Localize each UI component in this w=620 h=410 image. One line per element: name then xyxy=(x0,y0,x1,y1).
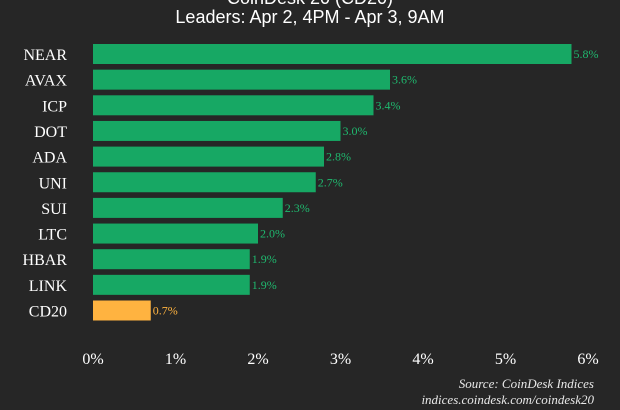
x-tick-label: 6% xyxy=(577,351,598,368)
value-label: 5.8% xyxy=(574,47,599,61)
bar xyxy=(93,44,572,64)
value-label: 1.9% xyxy=(252,252,277,266)
x-tick-label: 3% xyxy=(330,351,351,368)
value-label: 2.8% xyxy=(326,150,351,164)
category-label: LTC xyxy=(38,227,67,244)
source-url: indices.coindesk.com/coindesk20 xyxy=(421,392,594,407)
value-label: 2.3% xyxy=(285,201,310,215)
category-label: HBAR xyxy=(23,252,68,269)
category-label: LINK xyxy=(29,278,68,295)
category-label: DOT xyxy=(34,124,67,141)
category-label: ADA xyxy=(32,150,67,167)
bar xyxy=(93,300,151,321)
value-label: 3.4% xyxy=(376,98,401,112)
x-tick-label: 0% xyxy=(82,351,103,368)
bar xyxy=(93,172,316,193)
x-tick-label: 2% xyxy=(247,351,268,368)
x-tick-label: 5% xyxy=(495,351,516,368)
category-label: SUI xyxy=(41,201,67,218)
category-label: CD20 xyxy=(29,304,67,321)
x-tick-label: 4% xyxy=(412,351,433,368)
value-label: 3.6% xyxy=(392,73,417,87)
category-label: ICP xyxy=(42,98,67,115)
value-label: 2.0% xyxy=(260,227,285,241)
bar xyxy=(93,95,374,116)
chart-title: CoinDesk 20 (CD20) xyxy=(0,0,620,9)
bar xyxy=(93,249,250,270)
bar xyxy=(93,223,258,244)
bar xyxy=(93,69,390,90)
category-label: NEAR xyxy=(23,47,67,64)
bar xyxy=(93,120,341,141)
category-label: AVAX xyxy=(25,73,68,90)
category-label: UNI xyxy=(39,175,67,192)
bar xyxy=(93,197,283,218)
bar xyxy=(93,146,324,167)
value-label: 0.7% xyxy=(153,304,178,318)
chart-subtitle: Leaders: Apr 2, 4PM - Apr 3, 9AM xyxy=(175,7,445,27)
source-note: Source: CoinDesk Indices xyxy=(458,376,594,391)
bar xyxy=(93,274,250,295)
value-label: 1.9% xyxy=(252,278,277,292)
value-label: 2.7% xyxy=(318,175,343,189)
x-tick-label: 1% xyxy=(165,351,186,368)
value-label: 3.0% xyxy=(343,124,368,138)
